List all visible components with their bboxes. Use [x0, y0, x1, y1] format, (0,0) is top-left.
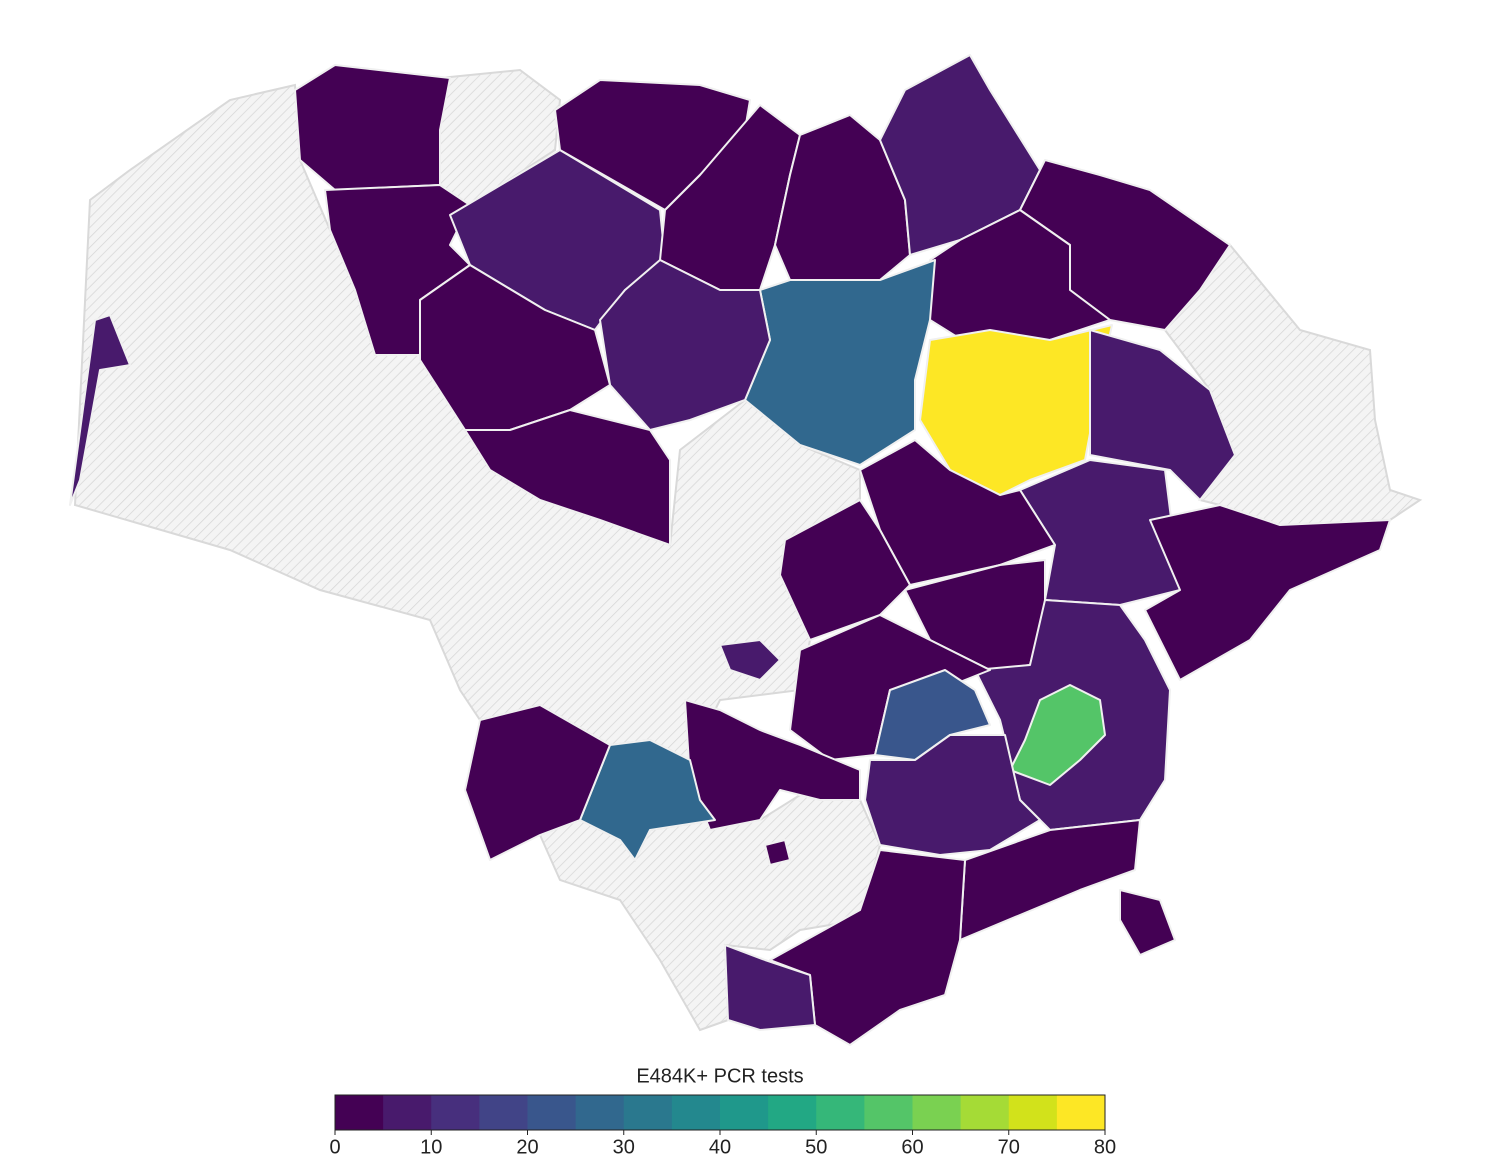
- region: [929, 209, 1111, 346]
- colorbar-bin: [575, 1095, 625, 1130]
- colorbar-tick-label: 80: [1094, 1136, 1116, 1158]
- colorbar-tick-label: 10: [420, 1136, 442, 1158]
- colorbar-tick-label: 50: [805, 1136, 827, 1158]
- colorbar-bin: [1008, 1095, 1058, 1130]
- region: [69, 314, 131, 506]
- region: [1019, 459, 1181, 606]
- region: [464, 409, 671, 546]
- region: [579, 739, 716, 861]
- region: [774, 114, 911, 281]
- region: [1009, 684, 1106, 786]
- region: [764, 839, 791, 866]
- colorbar-tick-label: 30: [613, 1136, 635, 1158]
- region: [779, 499, 911, 641]
- colorbar-bin: [768, 1095, 817, 1130]
- region: [919, 324, 1113, 496]
- colorbar-title: E484K+ PCR tests: [636, 1065, 803, 1087]
- colorbar-bin: [720, 1095, 769, 1130]
- colorbar-bin: [960, 1095, 1010, 1130]
- colorbar-bin: [912, 1095, 962, 1130]
- region: [464, 704, 611, 861]
- colorbar-bin: [335, 1095, 384, 1130]
- region: [294, 64, 451, 191]
- colorbar-bin: [479, 1095, 528, 1130]
- region: [1089, 329, 1236, 501]
- region: [874, 669, 991, 761]
- regions: [69, 54, 1423, 1046]
- region: [1119, 889, 1176, 956]
- colorbar-bin: [816, 1095, 865, 1130]
- region: [1144, 504, 1391, 681]
- colorbar-bin: [864, 1095, 913, 1130]
- colorbar-bin: [431, 1095, 480, 1130]
- region: [864, 734, 1041, 856]
- colorbar-tick-label: 20: [516, 1136, 538, 1158]
- region: [724, 944, 816, 1031]
- colorbar-bin: [1056, 1095, 1106, 1130]
- region: [419, 264, 611, 431]
- colorbar-bin: [671, 1095, 721, 1130]
- colorbar-tick-label: 0: [329, 1136, 340, 1158]
- colorbar-tick-label: 60: [901, 1136, 923, 1158]
- colorbar-tick-label: 70: [998, 1136, 1020, 1158]
- colorbar-bin: [383, 1095, 432, 1130]
- region: [599, 259, 771, 431]
- colorbar-bin: [527, 1095, 577, 1130]
- region: [719, 639, 781, 681]
- colorbar-tick-label: 40: [709, 1136, 731, 1158]
- colorbar-bin: [623, 1095, 673, 1130]
